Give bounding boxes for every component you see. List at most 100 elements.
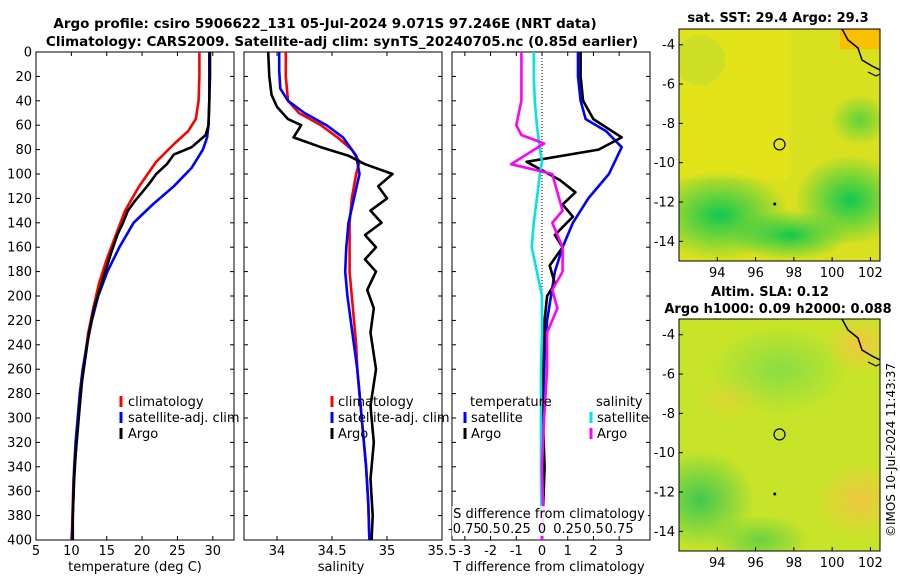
- s-tick-label: 0: [538, 522, 546, 537]
- t-difference-xlabel: T difference from climatology: [452, 560, 645, 575]
- difference-lines: [509, 52, 624, 540]
- y-tick-label: 100: [7, 168, 32, 183]
- y-tick-label: 300: [7, 412, 32, 427]
- x-tick-label: 5: [32, 544, 40, 559]
- map-x-tick-label: 96: [747, 556, 764, 571]
- legend-temperature-title: temperature: [470, 395, 552, 410]
- sst-land-edge: [874, 29, 880, 34]
- secondary-axis-backdrop: [452, 506, 648, 536]
- difference-x-ticks: -3 -2 -1 0 1 2 3: [458, 52, 623, 559]
- map-x-tick-label: 96: [747, 266, 764, 281]
- sla-map: Altim. SLA: 0.12 Argo h1000: 0.09 h2000:…: [654, 285, 892, 571]
- salinity-axes-frame: [243, 51, 443, 541]
- y-tick-label: 280: [7, 387, 32, 402]
- x-tick-label: 10: [63, 544, 80, 559]
- map-y-tick-label: -8: [662, 117, 675, 132]
- legend-s-argo-label: Argo: [597, 427, 627, 442]
- map-y-tick-label: -10: [654, 446, 675, 461]
- y-tick-label: 160: [7, 241, 32, 256]
- sla-map-ticks: 94 96 98 100 102 -4 -6 -8 -10 -12 -14: [654, 328, 883, 571]
- map-x-tick-label: 98: [786, 556, 803, 571]
- salinity-depth-ticks: [244, 51, 442, 541]
- legend-t-satellite-label: satellite: [471, 411, 523, 426]
- s-difference-ticks: -0.750.5 0.25 0 0.25 0.5 0.75: [448, 522, 634, 537]
- sla-small-marker: [773, 492, 777, 496]
- sla-field: [679, 319, 880, 551]
- sla-argo-marker: [773, 428, 786, 441]
- x-tick-label: -2: [484, 544, 497, 559]
- legend-argo-label: Argo: [338, 427, 368, 442]
- y-tick-label: 360: [7, 485, 32, 500]
- legend-climatology-label: climatology: [338, 395, 414, 410]
- sla-map-subtitle: Argo h1000: 0.09 h2000: 0.088: [664, 302, 891, 317]
- legend-argo-label: Argo: [128, 427, 158, 442]
- legend-satellite-label: satellite-adj. clim: [128, 411, 240, 426]
- s-tick-label: 0.5: [480, 522, 501, 537]
- temperature-panel: 0 20 40 60 80 100 120 140 160 180 200 220 240 260 280 3…: [7, 46, 239, 576]
- x-tick-label: 2: [589, 544, 597, 559]
- difference-panel: -3 -2 -1 0 1 2 3 T difference from climatology…: [448, 51, 651, 575]
- legend-salinity-title: salinity: [596, 395, 643, 410]
- y-tick-label: 320: [7, 436, 32, 451]
- x-tick-label: -1: [510, 544, 523, 559]
- series-s-argo: [509, 52, 564, 540]
- x-tick-label: 0: [538, 544, 546, 559]
- x-tick-label: 30: [205, 544, 222, 559]
- sla-low-s: [710, 515, 810, 551]
- sst-argo-marker: [773, 138, 786, 151]
- salinity-lines: [266, 52, 394, 540]
- temperature-x-ticks: 5 10 15 20 25 30: [32, 52, 221, 559]
- map-y-tick-label: -8: [662, 407, 675, 422]
- series-t-argo: [525, 52, 624, 540]
- map-x-tick-label: 102: [858, 556, 883, 571]
- map-y-tick-label: -12: [654, 486, 675, 501]
- s-tick-label: 0.5: [583, 522, 604, 537]
- x-tick-label: 15: [98, 544, 115, 559]
- sst-coastline: [841, 29, 880, 71]
- temperature-axes-frame: [35, 51, 235, 541]
- difference-depth-ticks: [452, 51, 650, 541]
- map-y-tick-label: -14: [654, 235, 675, 250]
- temperature-xlabel: temperature (deg C): [68, 560, 202, 575]
- series-satellite-adj-clim: [277, 52, 371, 540]
- sla-high-ne: [825, 319, 880, 375]
- sst-corner-warm: [840, 29, 880, 49]
- s-tick-label: 0.25: [502, 522, 531, 537]
- y-tick-label: 200: [7, 290, 32, 305]
- y-tick-label: 400: [7, 534, 32, 549]
- x-tick-label: 1: [564, 544, 572, 559]
- y-tick-label: 40: [15, 94, 32, 109]
- imos-watermark: ©IMOS 10-Jul-2024 11:43:37: [884, 363, 898, 537]
- map-y-tick-label: -4: [662, 328, 675, 343]
- y-tick-label: 60: [15, 119, 32, 134]
- sla-high-se: [815, 460, 880, 540]
- sla-coastline: [841, 319, 880, 361]
- sst-patch-nw: [679, 35, 725, 85]
- y-tick-label: 180: [7, 265, 32, 280]
- map-y-tick-label: -12: [654, 196, 675, 211]
- map-x-tick-label: 94: [709, 556, 726, 571]
- y-tick-label: 240: [7, 338, 32, 353]
- temperature-legend: climatology satellite-adj. clim Argo: [119, 395, 240, 442]
- sla-coastline-2: [867, 361, 880, 367]
- map-y-tick-label: -6: [662, 78, 675, 93]
- legend-t-argo-label: Argo: [471, 427, 501, 442]
- y-tick-label: 140: [7, 216, 32, 231]
- y-tick-label: 20: [15, 70, 32, 85]
- y-tick-label: 120: [7, 192, 32, 207]
- sst-map-ticks: 94 96 98 100 102 -4 -6 -8 -10 -12 -14: [654, 38, 883, 281]
- map-y-tick-label: -10: [654, 156, 675, 171]
- series-s-satellite: [530, 52, 544, 540]
- map-x-tick-label: 94: [709, 266, 726, 281]
- sst-field: [679, 29, 880, 261]
- depth-ticks: 0 20 40 60 80 100 120 140 160 180 200 220 240 260 280 3…: [7, 46, 234, 549]
- y-tick-label: 220: [7, 314, 32, 329]
- sst-map-title: sat. SST: 29.4 Argo: 29.3: [687, 11, 868, 26]
- sst-map: sat. SST: 29.4 Argo: 29.3 94 96 98 100 102 -4…: [654, 11, 883, 281]
- y-tick-label: 340: [7, 460, 32, 475]
- map-x-tick-label: 102: [858, 266, 883, 281]
- title-line-1: Argo profile: csiro 5906622_131 05-Jul-2…: [53, 16, 596, 32]
- map-y-tick-label: -6: [662, 368, 675, 383]
- x-tick-label: 25: [169, 544, 186, 559]
